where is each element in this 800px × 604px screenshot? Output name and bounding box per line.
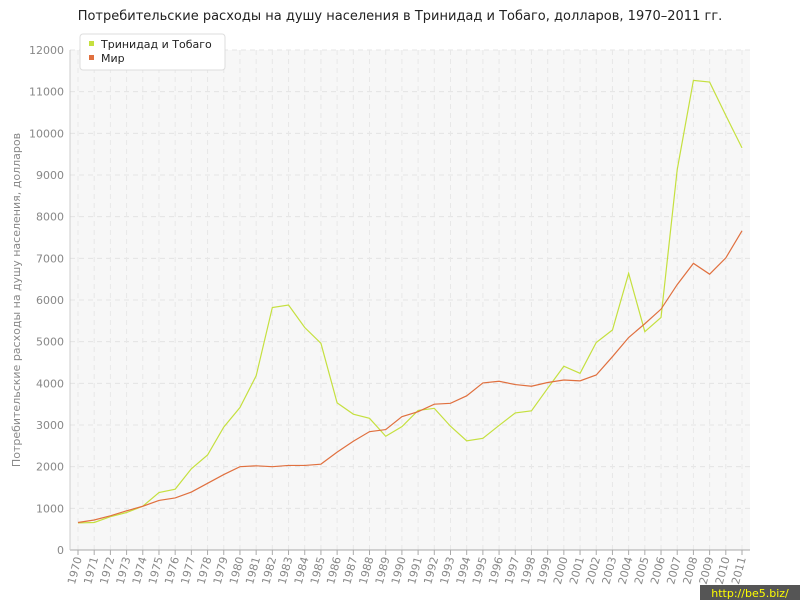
grid [70,49,750,551]
series-line [77,79,743,524]
y-tick-label: 2000 [36,461,64,474]
y-axis-label: Потребительские расходы на душу населени… [10,133,23,467]
series-line [77,230,743,524]
y-tick-label: 5000 [36,336,64,349]
y-tick-label: 9000 [36,169,64,182]
watermark: http://be5.biz/ [711,587,789,600]
y-tick-label: 7000 [36,252,64,265]
legend-swatch [89,55,94,60]
y-tick-label: 11000 [29,86,64,99]
y-tick-label: 0 [57,544,64,557]
chart-title: Потребительские расходы на душу населени… [78,9,723,24]
plot-background [70,50,750,550]
y-tick-label: 4000 [36,377,64,390]
y-tick-label: 12000 [29,44,64,57]
y-tick-label: 1000 [36,502,64,515]
watermark-bg [700,585,800,600]
y-tick-label: 6000 [36,294,64,307]
legend-label: Мир [101,52,125,65]
y-tick-label: 8000 [36,211,64,224]
legend-swatch [89,41,94,46]
legend-label: Тринидад и Тобаго [100,38,212,51]
lines [77,79,743,524]
y-tick-label: 10000 [29,127,64,140]
legend-box [79,33,226,71]
y-tick-label: 3000 [36,419,64,432]
